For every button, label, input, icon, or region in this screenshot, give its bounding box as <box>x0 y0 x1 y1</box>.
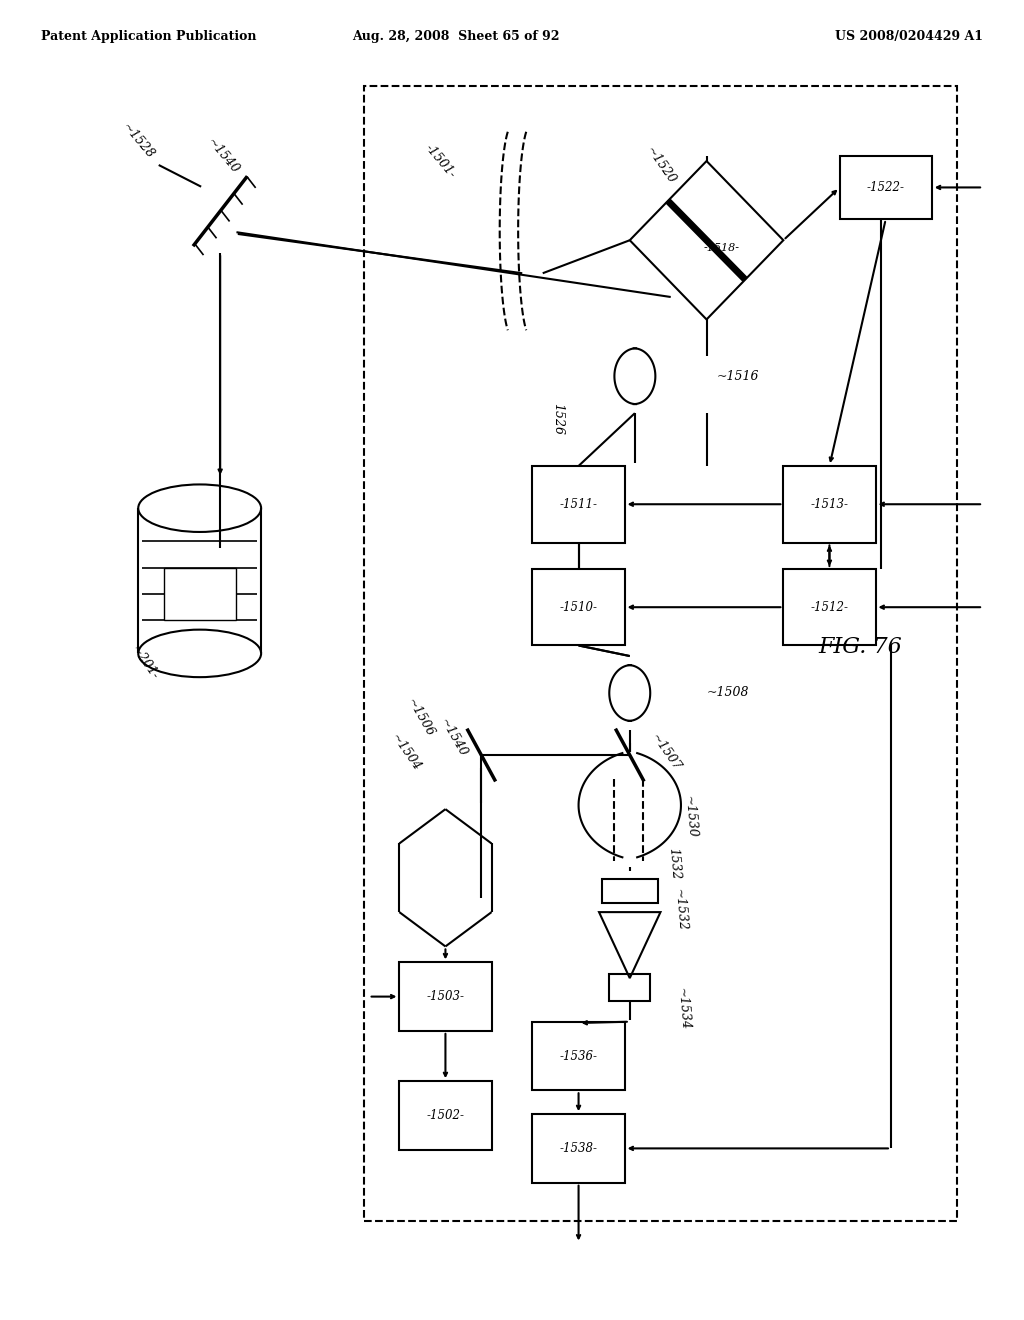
Text: -1536-: -1536- <box>559 1049 598 1063</box>
Bar <box>532 1022 625 1090</box>
Text: ~1534: ~1534 <box>675 987 691 1031</box>
Text: ~1530: ~1530 <box>682 796 698 840</box>
Bar <box>532 569 625 645</box>
Text: ~1507: ~1507 <box>648 731 683 774</box>
Text: -1502-: -1502- <box>426 1109 465 1122</box>
Text: -1538-: -1538- <box>559 1142 598 1155</box>
Text: Patent Application Publication: Patent Application Publication <box>41 30 256 44</box>
Bar <box>399 1081 492 1150</box>
Text: -1512-: -1512- <box>810 601 849 614</box>
Text: -1511-: -1511- <box>559 498 598 511</box>
Bar <box>364 86 957 1221</box>
Bar <box>840 156 932 219</box>
Text: -1513-: -1513- <box>810 498 849 511</box>
Bar <box>164 568 236 620</box>
Text: 1526: 1526 <box>552 403 564 434</box>
Text: ~1508: ~1508 <box>707 686 750 700</box>
Bar <box>399 962 492 1031</box>
Text: ~1528: ~1528 <box>120 121 157 161</box>
Text: ~1506: ~1506 <box>404 697 436 739</box>
Bar <box>602 879 658 903</box>
Bar <box>783 466 876 543</box>
Bar <box>532 1114 625 1183</box>
Bar <box>783 569 876 645</box>
Text: ~1540: ~1540 <box>437 717 469 759</box>
Text: FIG. 76: FIG. 76 <box>818 636 902 657</box>
Text: Aug. 28, 2008  Sheet 65 of 92: Aug. 28, 2008 Sheet 65 of 92 <box>352 30 559 44</box>
Text: -1518-: -1518- <box>703 243 740 253</box>
Text: -1522-: -1522- <box>866 181 905 194</box>
Text: -1501-: -1501- <box>422 141 459 181</box>
Text: ~1504: ~1504 <box>388 731 423 774</box>
Text: ~1532: ~1532 <box>672 888 688 932</box>
Text: ~1516: ~1516 <box>717 370 760 383</box>
Text: ~1520: ~1520 <box>643 144 678 186</box>
Text: -1503-: -1503- <box>426 990 465 1003</box>
Text: -1510-: -1510- <box>559 601 598 614</box>
Text: ~1540: ~1540 <box>205 136 242 176</box>
Bar <box>532 466 625 543</box>
Text: 1532: 1532 <box>667 847 682 880</box>
Text: US 2008/0204429 A1: US 2008/0204429 A1 <box>835 30 983 44</box>
Bar <box>609 974 650 1001</box>
Text: ~201-: ~201- <box>128 643 161 682</box>
